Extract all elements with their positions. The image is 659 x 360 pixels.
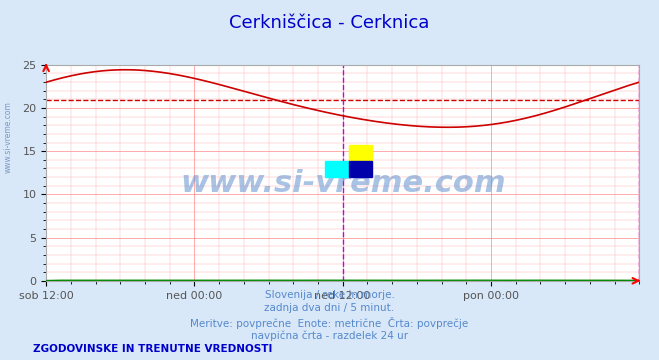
Text: Cerkniščica - Cerknica: Cerkniščica - Cerknica <box>229 14 430 32</box>
Text: Slovenija / reke in morje.: Slovenija / reke in morje. <box>264 290 395 300</box>
Text: ZGODOVINSKE IN TRENUTNE VREDNOSTI: ZGODOVINSKE IN TRENUTNE VREDNOSTI <box>33 344 272 354</box>
Text: navpična črta - razdelek 24 ur: navpična črta - razdelek 24 ur <box>251 331 408 341</box>
Text: zadnja dva dni / 5 minut.: zadnja dva dni / 5 minut. <box>264 303 395 314</box>
Text: www.si-vreme.com: www.si-vreme.com <box>3 101 13 173</box>
Bar <box>349 161 372 177</box>
Text: Meritve: povprečne  Enote: metrične  Črta: povprečje: Meritve: povprečne Enote: metrične Črta:… <box>190 317 469 329</box>
Text: www.si-vreme.com: www.si-vreme.com <box>180 169 505 198</box>
Bar <box>349 145 372 161</box>
Bar <box>325 161 349 177</box>
